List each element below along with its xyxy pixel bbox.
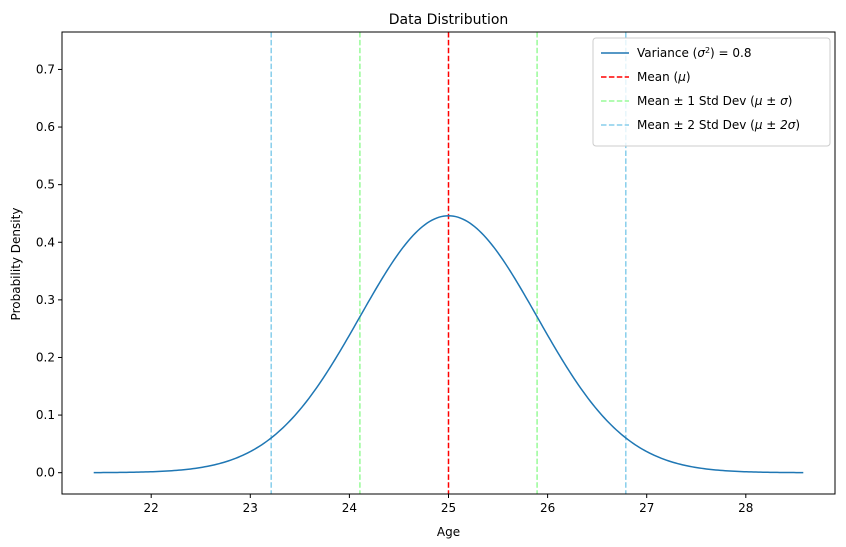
y-tick-label: 0.4 — [36, 235, 55, 249]
legend-text-part: μ ± 2σ — [754, 118, 796, 132]
y-tick-label: 0.3 — [36, 293, 55, 307]
legend-text-part: Mean ± 1 Std Dev ( — [637, 94, 755, 108]
legend-text-part: μ ± σ — [754, 94, 788, 108]
y-tick-label: 0.5 — [36, 178, 55, 192]
chart-title: Data Distribution — [389, 12, 509, 28]
y-tick-label: 0.6 — [36, 120, 55, 134]
legend-text-part: ) — [795, 118, 800, 132]
legend-label-1: Mean (μ) — [637, 70, 691, 84]
plot-area — [93, 32, 804, 494]
y-tick-label: 0.1 — [36, 408, 55, 422]
legend-text-part: ) — [788, 94, 793, 108]
x-tick-label: 27 — [639, 501, 654, 515]
x-tick-label: 28 — [738, 501, 753, 515]
legend-label-3: Mean ± 2 Std Dev (μ ± 2σ) — [637, 118, 800, 132]
y-axis: 0.0 0.1 0.2 0.3 0.4 0.5 0.6 0.7 — [36, 62, 62, 480]
x-axis-label: Age — [437, 525, 460, 539]
plot-frame — [61, 31, 836, 495]
legend-text-part: Mean ± 2 Std Dev ( — [637, 118, 755, 132]
legend-text-part: Mean ( — [637, 70, 678, 84]
x-tick-label: 26 — [540, 501, 555, 515]
x-tick-label: 25 — [441, 501, 456, 515]
legend-text-part: ) = 0.8 — [710, 46, 751, 60]
legend-text-part: σ — [697, 46, 705, 60]
x-axis: 22 23 24 25 26 27 28 — [144, 494, 753, 515]
legend-box — [592, 37, 831, 147]
y-axis-label: Probability Density — [9, 208, 23, 321]
density-curve — [93, 214, 804, 474]
y-tick-label: 0.0 — [36, 466, 55, 480]
legend-text-part: μ — [677, 70, 686, 84]
y-tick-label: 0.7 — [36, 62, 55, 76]
legend-text-part: 2 — [705, 46, 710, 55]
legend-text-part: ) — [686, 70, 691, 84]
x-tick-label: 23 — [243, 501, 258, 515]
legend-label-0: Variance (σ2) = 0.8 — [637, 46, 752, 61]
legend-text-part: Variance ( — [637, 46, 697, 60]
x-tick-label: 24 — [342, 501, 357, 515]
legend-label-2: Mean ± 1 Std Dev (μ ± σ) — [637, 94, 792, 108]
x-tick-label: 22 — [144, 501, 159, 515]
y-tick-label: 0.2 — [36, 350, 55, 364]
